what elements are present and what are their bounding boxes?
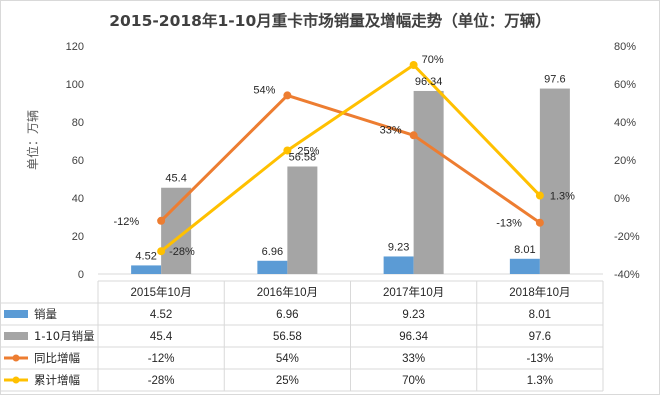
- y-tick-label: 0: [78, 269, 84, 281]
- y2-tick-label: -40%: [614, 269, 640, 281]
- table-cell: 33%: [402, 353, 425, 365]
- table-cell: -28%: [148, 375, 175, 387]
- y-tick-label: 60: [72, 155, 84, 167]
- axis-ticks: 0 20 40 60 80 100 120 -40% -20% 0% 20% 40% 60% 80%: [66, 41, 640, 281]
- table-cell: 1.3%: [527, 375, 553, 387]
- line-point: [283, 91, 292, 100]
- table-cell: 4.52: [150, 309, 172, 321]
- legend-key-marker: [12, 376, 20, 384]
- bar-data-label: 56.58: [289, 151, 317, 163]
- y-tick-label: 40: [72, 193, 84, 205]
- table-cell: 54%: [276, 353, 299, 365]
- bar-ytd-sales: [539, 88, 570, 274]
- y2-tick-label: 40%: [614, 117, 636, 129]
- y2-tick-label: -20%: [614, 231, 640, 243]
- table-cell: -12%: [148, 353, 175, 365]
- line-data-label: 1.3%: [550, 191, 575, 203]
- legend-series-name: 累计增幅: [34, 373, 80, 387]
- bar-ytd-sales: [287, 166, 318, 274]
- line-data-label: -28%: [169, 246, 195, 258]
- legend-key-bar: [4, 310, 28, 318]
- bar-data-label: 6.96: [262, 246, 283, 258]
- y-tick-label: 20: [72, 231, 84, 243]
- line-point: [283, 146, 292, 155]
- chart-title: 2015-2018年1-10月重卡市场销量及增幅走势（单位：万辆）: [109, 11, 551, 30]
- data-labels: 4.52 6.96 9.23 8.01 45.4 56.58 96.34 97.6 -12% 54…: [113, 54, 575, 262]
- line-point: [409, 61, 418, 69]
- table-cell: 56.58: [273, 331, 302, 343]
- table-cell: 25%: [276, 375, 299, 387]
- y-tick-label: 80: [72, 117, 84, 129]
- bar-sales: [131, 265, 162, 274]
- bar-sales: [383, 256, 414, 274]
- line-point: [157, 247, 166, 256]
- y2-tick-label: 80%: [614, 41, 636, 53]
- bar-data-label: 4.52: [135, 250, 156, 262]
- bar-sales: [257, 260, 288, 274]
- line-point: [157, 216, 166, 225]
- bars: [131, 88, 570, 274]
- table-cell: 9.23: [402, 309, 424, 321]
- legend-key-bar: [4, 332, 28, 340]
- line-data-label: 25%: [297, 146, 319, 158]
- line-point: [409, 131, 418, 140]
- table-cell: 8.01: [529, 309, 551, 321]
- y2-tick-label: 20%: [614, 155, 636, 167]
- x-category-label: 2015年10月: [130, 285, 191, 299]
- y-axis-label: 单位：万辆: [25, 110, 40, 170]
- legend-series-name: 销量: [34, 307, 57, 321]
- line-cumulative-growth: [160, 63, 541, 253]
- line-data-label: -13%: [496, 218, 522, 230]
- bar-data-label: 96.34: [415, 76, 443, 88]
- table-cell: 97.6: [529, 331, 551, 343]
- legend-key-marker: [12, 354, 20, 362]
- bar-data-label: 97.6: [544, 74, 565, 86]
- table-cell: 45.4: [150, 331, 173, 343]
- y-tick-label: 100: [66, 79, 84, 91]
- line-point: [535, 218, 544, 227]
- bar-sales: [509, 258, 540, 274]
- y2-tick-label: 60%: [614, 79, 636, 91]
- table-cell: -13%: [526, 353, 553, 365]
- bar-ytd-sales: [413, 90, 444, 274]
- x-category-label: 2016年10月: [257, 285, 318, 299]
- table-cell: 96.34: [399, 331, 428, 343]
- table-cell: 6.96: [276, 309, 298, 321]
- x-category-label: 2017年10月: [383, 285, 444, 299]
- lines: [157, 61, 544, 256]
- y-tick-label: 120: [66, 41, 84, 53]
- line-data-label: 54%: [253, 84, 275, 96]
- line-yoy-growth: [160, 93, 541, 224]
- bar-data-label: 8.01: [514, 244, 535, 256]
- legend-series-name: 同比增幅: [34, 351, 80, 365]
- legend-series-name: 1-10月销量: [34, 329, 95, 343]
- table-cell: 70%: [402, 375, 425, 387]
- bar-data-label: 45.4: [165, 173, 186, 185]
- bar-data-label: 9.23: [388, 241, 409, 253]
- line-data-label: -12%: [113, 216, 139, 228]
- y2-tick-label: 0%: [614, 193, 630, 205]
- x-category-label: 2018年10月: [509, 285, 570, 299]
- line-data-label: 33%: [380, 124, 402, 136]
- line-point: [535, 191, 544, 200]
- line-data-label: 70%: [422, 54, 444, 66]
